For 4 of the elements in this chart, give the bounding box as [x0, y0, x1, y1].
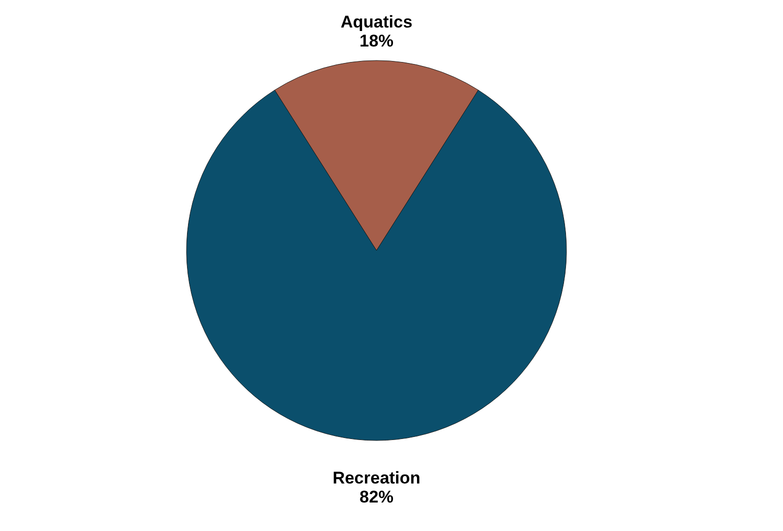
slice-label: Recreation — [332, 468, 420, 488]
data-label: 18% — [359, 32, 394, 50]
data-label: 82% — [359, 488, 394, 506]
slice-label: Aquatics — [340, 12, 412, 32]
